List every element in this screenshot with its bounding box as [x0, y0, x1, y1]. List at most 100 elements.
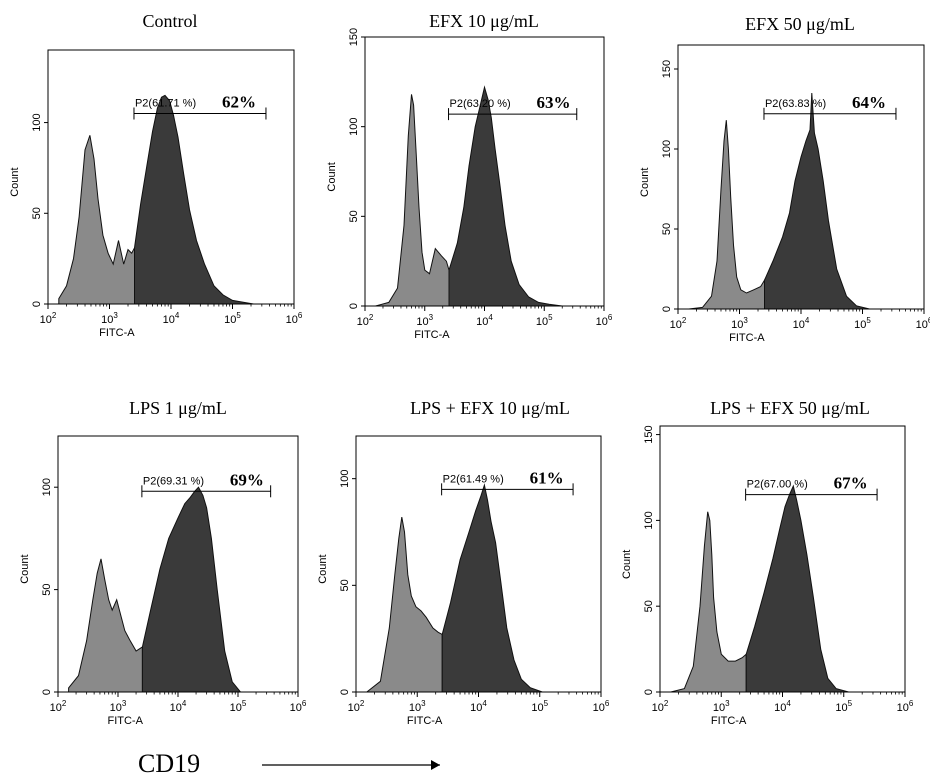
- panel-title: EFX 50 μg/mL: [745, 14, 855, 34]
- panel-title: LPS + EFX 10 μg/mL: [410, 398, 570, 418]
- x-tick-label: 104: [793, 316, 810, 331]
- positive-population-area: [141, 486, 242, 693]
- x-tick-label: 105: [835, 699, 852, 714]
- panel-title: LPS + EFX 50 μg/mL: [710, 398, 870, 418]
- gate-label: P2(61.49 %): [443, 473, 504, 485]
- y-tick-label: 50: [661, 223, 673, 235]
- y-tick-label: 100: [348, 117, 360, 135]
- panel-title: Control: [142, 11, 197, 31]
- x-tick-label: 102: [652, 699, 669, 714]
- gate-label: P2(61.71 %): [135, 98, 196, 110]
- x-tick-label: 104: [170, 699, 187, 714]
- y-axis-label: Count: [326, 162, 338, 191]
- x-tick-label: 105: [224, 311, 241, 326]
- x-tick-label: 102: [670, 316, 687, 331]
- gate-label: P2(63.83 %): [765, 98, 826, 110]
- x-axis-label: FITC-A: [407, 715, 443, 727]
- y-tick-label: 100: [643, 511, 655, 529]
- x-tick-label: 103: [713, 699, 730, 714]
- x-axis-label: FITC-A: [107, 715, 143, 727]
- negative-population-area: [375, 94, 450, 307]
- gate-percent: 61%: [530, 468, 564, 487]
- y-tick-label: 150: [643, 425, 655, 443]
- x-tick-label: 106: [596, 313, 613, 328]
- y-tick-label: 0: [339, 689, 351, 695]
- negative-population-area: [68, 558, 143, 693]
- gate-percent: 64%: [852, 93, 886, 112]
- x-tick-label: 102: [40, 311, 57, 326]
- positive-population-area: [764, 92, 870, 310]
- histogram-panel-5: LPS + EFX 10 μg/mL 0 50 100 102 103 104 105 106 F…: [317, 398, 610, 727]
- y-tick-label: 50: [41, 583, 53, 595]
- cd19-axis-label: CD19: [138, 749, 200, 778]
- gate-percent: 62%: [222, 93, 256, 112]
- gate-label: P2(63.20 %): [450, 98, 511, 110]
- gate-percent: 63%: [537, 93, 571, 112]
- x-tick-label: 103: [110, 699, 127, 714]
- x-tick-label: 105: [230, 699, 247, 714]
- x-tick-label: 106: [286, 311, 303, 326]
- x-axis-label: FITC-A: [414, 329, 450, 341]
- x-tick-label: 105: [531, 699, 548, 714]
- x-tick-label: 102: [348, 699, 365, 714]
- y-tick-label: 0: [31, 301, 43, 307]
- x-tick-label: 104: [470, 699, 487, 714]
- y-tick-label: 100: [339, 469, 351, 487]
- histogram-panel-4: LPS 1 μg/mL 0 50 100 102 103 104 105 106 FITC-A Co…: [19, 398, 307, 727]
- x-tick-label: 106: [290, 699, 307, 714]
- negative-population-area: [670, 511, 747, 693]
- negative-population-area: [688, 120, 765, 310]
- y-tick-label: 100: [661, 140, 673, 158]
- y-tick-label: 50: [348, 210, 360, 222]
- y-tick-label: 100: [31, 113, 43, 131]
- x-axis-label: FITC-A: [99, 327, 135, 339]
- x-tick-label: 102: [50, 699, 67, 714]
- y-axis-label: Count: [317, 554, 329, 583]
- negative-population-area: [365, 517, 443, 693]
- positive-population-area: [745, 484, 849, 693]
- histogram-panel-2: EFX 10 μg/mL 0 50 100 150 102 103 104 105 106 FITC…: [326, 11, 613, 341]
- x-axis-label: FITC-A: [729, 332, 765, 344]
- y-tick-label: 50: [31, 207, 43, 219]
- gate-label: P2(67.00 %): [747, 479, 808, 491]
- gate-label: P2(69.31 %): [143, 475, 204, 487]
- y-tick-label: 150: [661, 60, 673, 78]
- y-axis-label: Count: [639, 168, 651, 197]
- x-tick-label: 104: [163, 311, 180, 326]
- y-axis-label: Count: [19, 554, 31, 583]
- x-tick-label: 105: [536, 313, 553, 328]
- positive-population-area: [441, 483, 543, 693]
- y-axis-label: Count: [621, 550, 633, 579]
- gate-percent: 69%: [230, 470, 264, 489]
- positive-population-area: [448, 85, 563, 307]
- cd19-arrow-head: [431, 760, 440, 770]
- x-tick-label: 102: [357, 313, 374, 328]
- x-tick-label: 105: [854, 316, 871, 331]
- panel-title: EFX 10 μg/mL: [429, 11, 539, 31]
- y-tick-label: 0: [643, 689, 655, 695]
- y-axis-label: Count: [9, 167, 21, 196]
- positive-population-area: [134, 94, 254, 305]
- x-tick-label: 106: [593, 699, 610, 714]
- y-tick-label: 0: [41, 689, 53, 695]
- y-tick-label: 100: [41, 478, 53, 496]
- y-tick-label: 0: [661, 306, 673, 312]
- histogram-panel-3: EFX 50 μg/mL 0 50 100 150 102 103 104 105 106 FITC…: [639, 14, 930, 344]
- negative-population-area: [58, 135, 135, 305]
- y-tick-label: 0: [348, 303, 360, 309]
- y-tick-label: 150: [348, 28, 360, 46]
- x-tick-label: 103: [101, 311, 118, 326]
- gate-percent: 67%: [834, 474, 868, 493]
- x-tick-label: 103: [409, 699, 426, 714]
- x-tick-label: 106: [897, 699, 914, 714]
- x-tick-label: 103: [731, 316, 748, 331]
- histogram-panel-6: LPS + EFX 50 μg/mL 0 50 100 150 102 103 104 105 1…: [621, 398, 914, 727]
- x-tick-label: 104: [476, 313, 493, 328]
- y-tick-label: 50: [643, 600, 655, 612]
- x-tick-label: 104: [774, 699, 791, 714]
- x-axis-label: FITC-A: [711, 715, 747, 727]
- x-tick-label: 103: [416, 313, 433, 328]
- x-tick-label: 106: [916, 316, 930, 331]
